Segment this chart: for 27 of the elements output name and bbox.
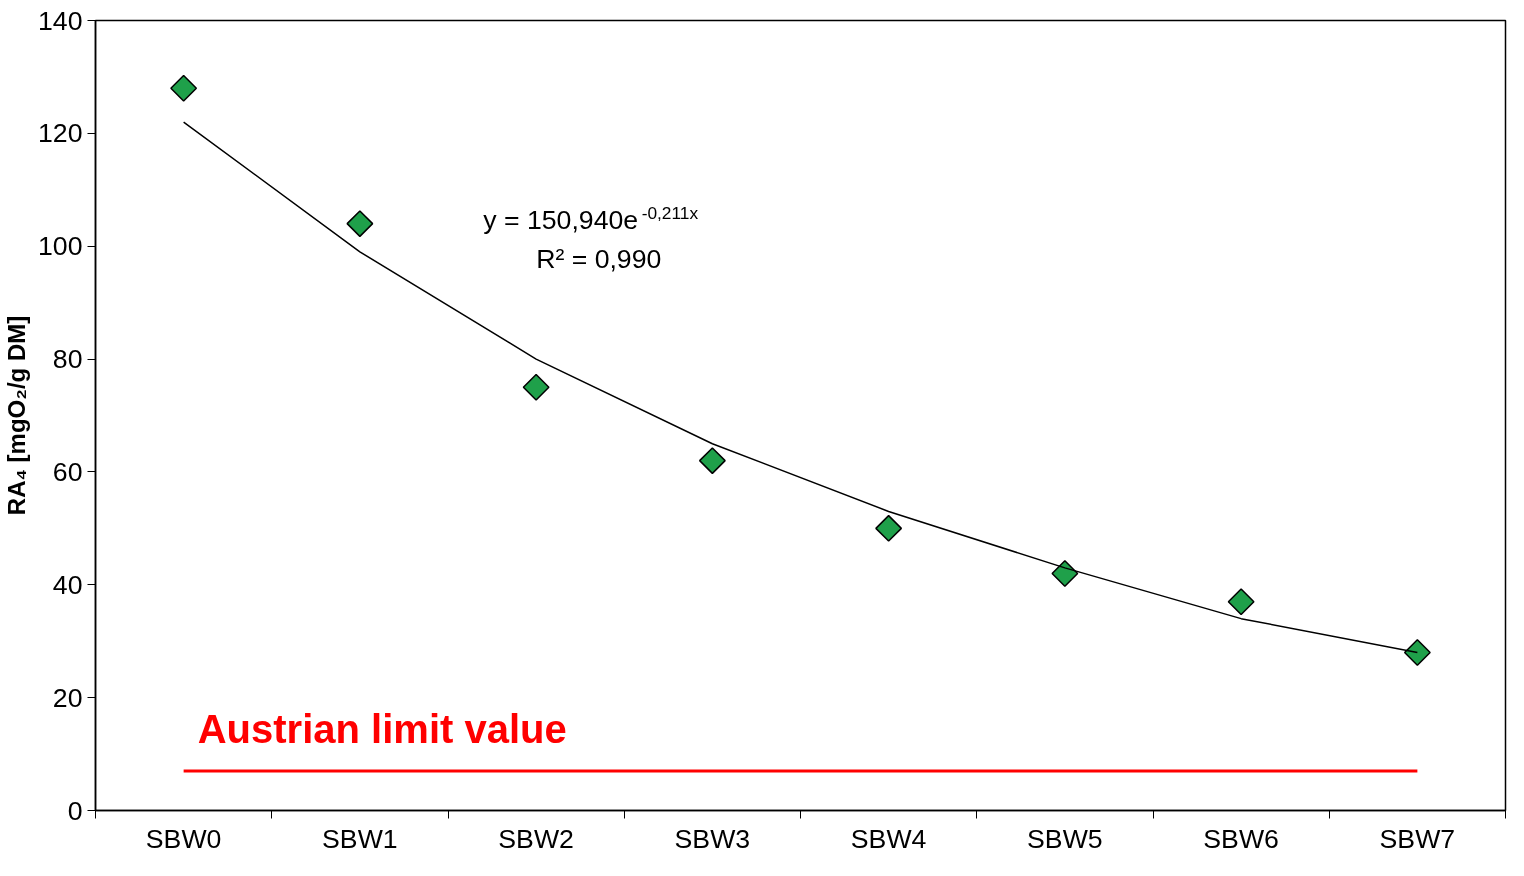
- x-tick-label: SBW7: [1379, 823, 1456, 854]
- y-tick-label: 140: [38, 5, 83, 36]
- x-tick-label: SBW3: [674, 823, 751, 854]
- point: [1227, 588, 1255, 616]
- y-tick-label: 120: [38, 118, 83, 149]
- point: [346, 210, 374, 238]
- annotation: R² = 0,990: [536, 244, 662, 275]
- x-tick-label: SBW1: [322, 823, 398, 854]
- point: [698, 447, 726, 475]
- y-tick-label: 100: [38, 231, 83, 262]
- x-tick-label: SBW6: [1203, 823, 1279, 854]
- point: [875, 514, 903, 542]
- y-tick-label: 0: [67, 795, 83, 826]
- y-tick-label: 20: [52, 682, 83, 713]
- y-tick-label: 80: [52, 344, 83, 375]
- y-axis-title: RA₄ [mgO₂/g DM]: [3, 315, 31, 516]
- y-tick-label: 40: [52, 569, 83, 600]
- x-tick-label: SBW4: [850, 823, 927, 854]
- point: [170, 74, 198, 102]
- point: [522, 373, 550, 401]
- x-tick-label: SBW0: [145, 823, 222, 854]
- y-tick-label: 60: [52, 456, 83, 487]
- ref-line-label: Austrian limit value: [197, 707, 567, 752]
- point: [1403, 639, 1431, 666]
- x-tick-label: SBW5: [1027, 823, 1103, 854]
- point: [1051, 560, 1079, 587]
- x-tick-label: SBW2: [498, 823, 574, 854]
